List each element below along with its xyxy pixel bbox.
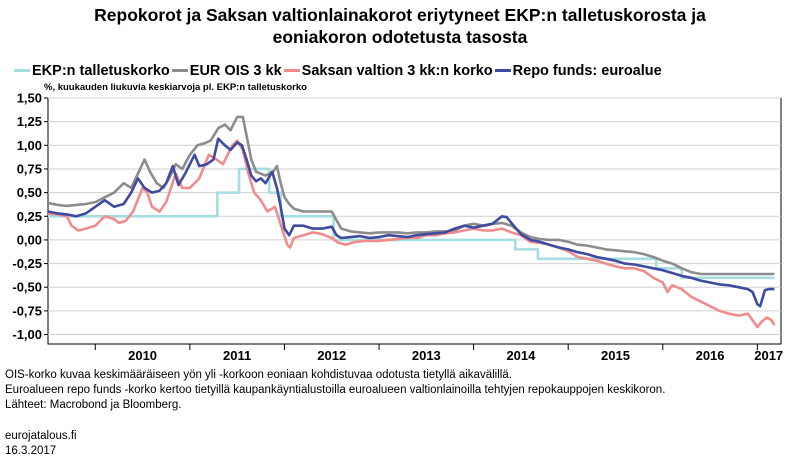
legend-item: EUR OIS 3 kk bbox=[171, 62, 282, 80]
chart-legend: EKP:n talletuskorko EUR OIS 3 kk Saksan va… bbox=[14, 62, 800, 80]
x-tick-label: 2014 bbox=[506, 348, 536, 363]
footer-site: eurojatalous.fi bbox=[5, 430, 77, 442]
x-tick-label: 2017 bbox=[754, 348, 783, 363]
y-tick-label: 1,00 bbox=[17, 138, 42, 153]
legend-item: Saksan valtion 3 kk:n korko bbox=[283, 62, 493, 80]
chart-notes: OIS-korko kuvaa keskimääräiseen yön yli … bbox=[5, 368, 665, 413]
legend-item: Repo funds: euroalue bbox=[494, 62, 662, 80]
plot-frame bbox=[47, 97, 782, 345]
x-tick-label: 2010 bbox=[128, 348, 157, 363]
y-tick-label: 1,50 bbox=[17, 92, 42, 106]
note-line-2: Euroalueen repo funds -korko kertoo tiet… bbox=[5, 384, 666, 396]
legend-swatch bbox=[14, 68, 30, 72]
y-axis-unit-label: %, kuukauden liukuvia keskiarvoja pl. EK… bbox=[44, 82, 307, 93]
series-line-4 bbox=[47, 137, 775, 308]
legend-item: EKP:n talletuskorko bbox=[14, 62, 170, 80]
y-tick-label: 0,00 bbox=[17, 232, 42, 247]
series-line-3 bbox=[47, 139, 776, 329]
y-tick-label: -0,25 bbox=[12, 256, 42, 271]
legend-label: EUR OIS 3 kk bbox=[189, 63, 282, 79]
legend-label: Repo funds: euroalue bbox=[512, 63, 662, 79]
y-tick-label: -0,50 bbox=[12, 280, 42, 295]
series-line-2 bbox=[47, 115, 775, 276]
footer: eurojatalous.fi 16.3.2017 bbox=[5, 429, 77, 459]
x-tick-label: 2011 bbox=[223, 348, 251, 363]
note-line-3: Lähteet: Macrobond ja Bloomberg. bbox=[5, 399, 182, 411]
y-tick-label: -1,00 bbox=[12, 327, 42, 342]
legend-swatch bbox=[171, 68, 188, 72]
chart-title: Repokorot ja Saksan valtionlainakorot er… bbox=[0, 4, 800, 48]
y-tick-label: -0,75 bbox=[12, 303, 42, 318]
y-tick-label: 0,25 bbox=[17, 209, 42, 224]
legend-label: Saksan valtion 3 kk:n korko bbox=[301, 63, 493, 79]
footer-date: 16.3.2017 bbox=[5, 445, 57, 457]
note-line-1: OIS-korko kuvaa keskimääräiseen yön yli … bbox=[5, 369, 512, 381]
x-tick-label: 2016 bbox=[696, 348, 725, 363]
line-chart: 1,50 1,25 1,00 0,75 0,50 0,25 0,00 -0,25 -0,50 -0… bbox=[12, 92, 783, 363]
x-tick-label: 2013 bbox=[412, 348, 441, 363]
y-tick-label: 0,75 bbox=[17, 161, 42, 176]
y-tick-label: 1,25 bbox=[17, 114, 42, 129]
x-tick-label: 2012 bbox=[317, 348, 346, 363]
legend-label: EKP:n talletuskorko bbox=[32, 63, 170, 79]
chart-title-line-2: eoniakoron odotetusta tasosta bbox=[272, 27, 528, 47]
chart-title-line-1: Repokorot ja Saksan valtionlainakorot er… bbox=[94, 5, 706, 25]
y-tick-label: 0,50 bbox=[17, 185, 42, 200]
legend-swatch bbox=[494, 68, 511, 72]
legend-swatch bbox=[283, 68, 300, 72]
x-tick-label: 2015 bbox=[601, 348, 630, 363]
